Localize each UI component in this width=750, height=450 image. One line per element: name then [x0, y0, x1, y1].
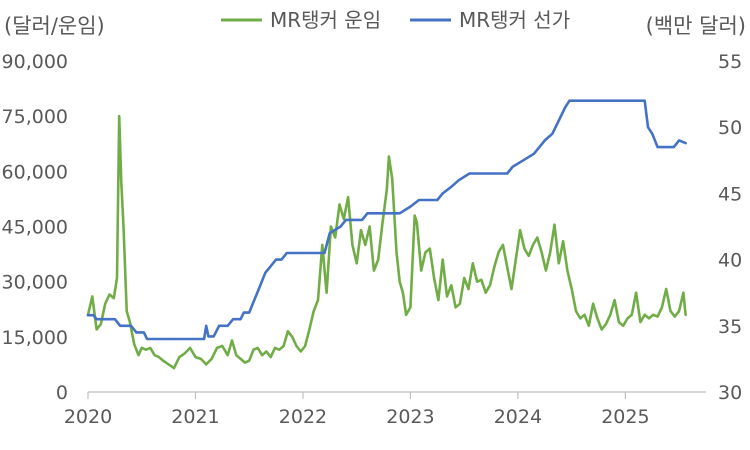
- x-tick-label: 2020: [64, 406, 112, 428]
- left-tick-label: 0: [56, 382, 68, 404]
- x-tick-label: 2024: [494, 406, 542, 428]
- legend: MR탱커 운임 MR탱커 선가: [221, 8, 570, 32]
- left-tick-label: 30,000: [2, 272, 68, 294]
- right-tick-label: 45: [718, 183, 742, 205]
- left-tick-label: 90,000: [2, 51, 68, 73]
- legend-label: MR탱커 운임: [270, 8, 381, 32]
- plot-area: [86, 99, 687, 370]
- x-tick-label: 2022: [279, 406, 327, 428]
- series-line-price: [86, 99, 687, 341]
- left-tick-label: 60,000: [2, 161, 68, 183]
- x-tick-label: 2023: [386, 406, 434, 428]
- left-tick-label: 75,000: [2, 106, 68, 128]
- right-tick-label: 50: [718, 117, 742, 139]
- right-axis-unit: (백만 달러): [646, 14, 746, 38]
- right-tick-label: 55: [718, 51, 742, 73]
- left-tick-label: 15,000: [2, 327, 68, 349]
- legend-label: MR탱커 선가: [459, 8, 570, 32]
- series-line-freight: [86, 114, 687, 370]
- x-tick-label: 2025: [601, 406, 649, 428]
- right-axis-ticks: 30 35 40 45 50 55: [718, 51, 742, 404]
- left-axis-ticks: 0 15,000 30,000 45,000 60,000 75,000 90,000: [2, 51, 68, 404]
- left-tick-label: 45,000: [2, 217, 68, 239]
- right-tick-label: 40: [718, 250, 742, 272]
- left-axis-unit: (달러/운임): [4, 14, 105, 38]
- x-tick-label: 2021: [171, 406, 219, 428]
- right-tick-label: 30: [718, 382, 742, 404]
- right-tick-label: 35: [718, 316, 742, 338]
- x-axis-ticks: 2020 2021 2022 2023 2024 2025: [64, 392, 650, 428]
